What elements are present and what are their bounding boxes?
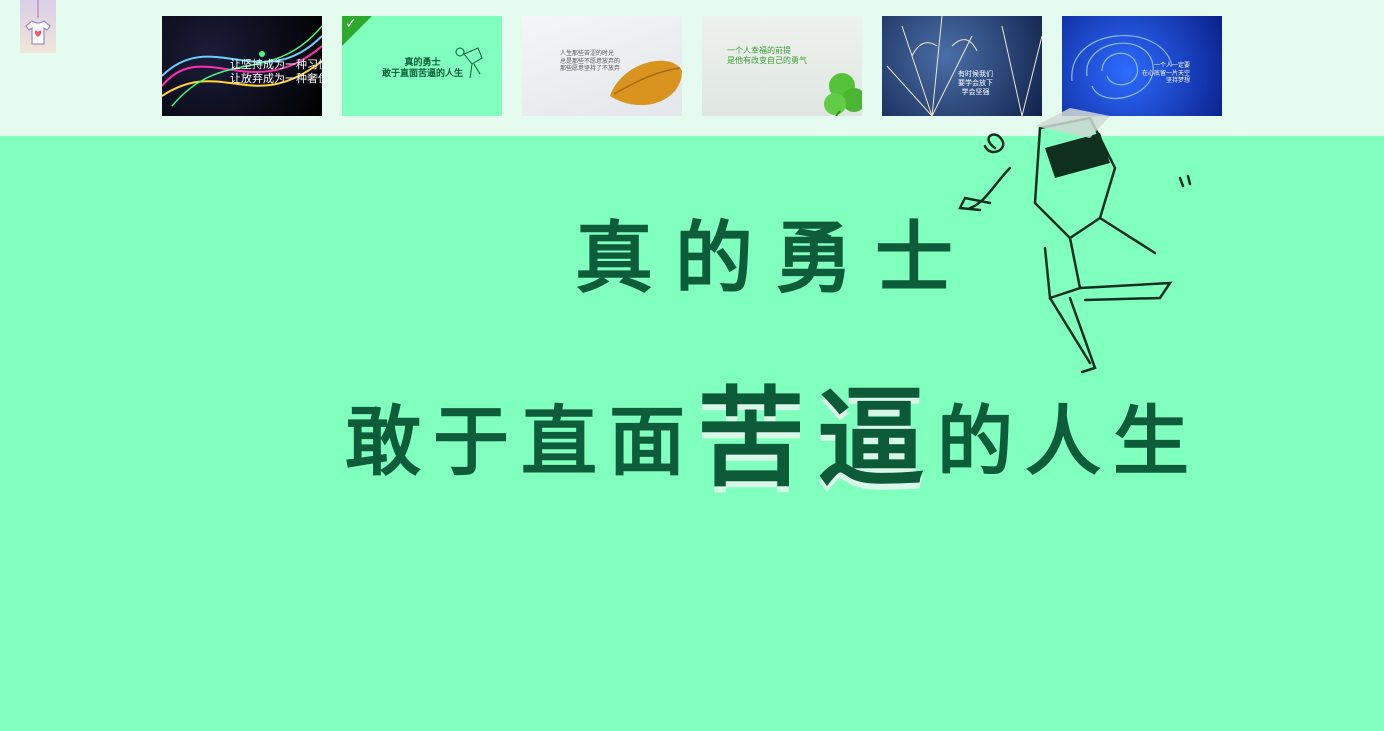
slide-picker-bar: 让坚持成为一种习惯 让放弃成为一种奢侈 ✓ 真的勇士 敢于直面苦逼的人生 人生那… [0, 0, 1384, 136]
dandelion-graphic [886, 16, 1042, 116]
slide-3-text: 人生那些苦涩的时光 总是那些不愿意放弃的 那些愿意坚持了不放弃 [560, 50, 621, 72]
tshirt-heart-icon [25, 20, 51, 45]
slide-1-text: 让坚持成为一种习惯 让放弃成为一种奢侈 [230, 58, 322, 85]
slide-thumb-1[interactable]: 让坚持成为一种习惯 让放弃成为一种奢侈 [162, 16, 322, 116]
slide-6-text: 一个人一定要 在心底留一片天空 坚持梦想 [1142, 62, 1191, 84]
slide-4-text: 一个人幸福的前提 是他有改变自己的勇气 [727, 46, 807, 65]
line2-emphasis: 苦逼 [697, 377, 938, 502]
theme-switch-button[interactable] [20, 0, 56, 53]
slide-5-text: 有时候我们 要学会放下 学会坚强 [958, 70, 993, 96]
slide-thumb-2[interactable]: ✓ 真的勇士 敢于直面苦逼的人生 [342, 16, 502, 116]
hanger-string [37, 0, 39, 18]
clover-graphic [824, 73, 862, 116]
slide-title-line-1: 真的勇士 [575, 214, 976, 304]
leaf-graphic [610, 60, 682, 106]
check-icon: ✓ [345, 16, 357, 32]
blue-rose-graphic [1071, 35, 1173, 100]
cartoon-warrior-figure [958, 108, 1192, 374]
slide-thumb-3[interactable]: 人生那些苦涩的时光 总是那些不愿意放弃的 那些愿意坚持了不放弃 [522, 16, 682, 116]
cartoon-figure-mini [455, 47, 483, 79]
slide-thumb-5[interactable]: 有时候我们 要学会放下 学会坚强 [882, 16, 1042, 116]
line2-part-c: 的人生 [937, 397, 1202, 486]
slide-thumb-4[interactable]: 一个人幸福的前提 是他有改变自己的勇气 [702, 16, 862, 116]
slide-2-text: 真的勇士 敢于直面苦逼的人生 [382, 58, 464, 80]
selected-corner [342, 16, 372, 46]
line2-part-a: 敢于直面 [345, 397, 697, 486]
light-streaks-graphic [162, 25, 322, 107]
slide-title-line-2: 敢于直面苦逼的人生 [345, 352, 1201, 508]
slide-thumb-6[interactable]: 一个人一定要 在心底留一片天空 坚持梦想 [1062, 16, 1222, 116]
